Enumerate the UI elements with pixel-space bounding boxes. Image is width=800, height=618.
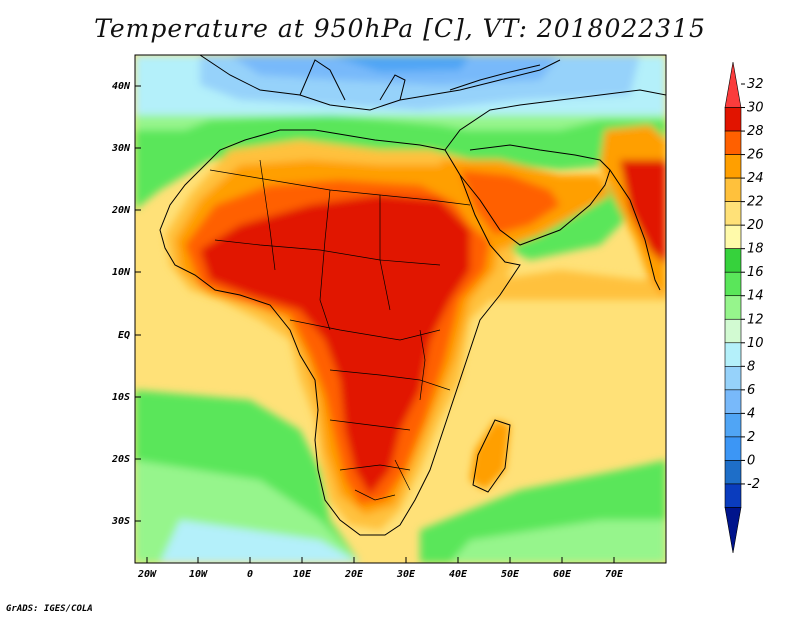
colorbar-swatch — [724, 248, 742, 273]
lon-label: 30E — [396, 569, 416, 580]
lat-label: 10N — [112, 267, 131, 278]
colorbar-swatch — [724, 271, 742, 297]
lat-label: 20N — [111, 205, 131, 216]
lat-label: 10S — [112, 392, 130, 403]
colorbar-swatch — [724, 130, 742, 155]
colorbar-swatch — [724, 61, 742, 108]
lat-label: 30N — [111, 143, 131, 154]
colorbar-label: 30 — [747, 101, 764, 116]
colorbar-swatch — [724, 201, 742, 226]
colorbar-label: 18 — [747, 242, 764, 257]
colorbar-swatch — [724, 154, 742, 179]
colorbar-label: 28 — [747, 124, 764, 139]
colorbar-label: 22 — [747, 195, 764, 210]
colorbar-swatch — [724, 342, 742, 367]
colorbar-swatch — [724, 460, 742, 485]
longitude-axis: 20W 10W 0 10E 20E 30E 40E 50E 60E 70E — [137, 557, 624, 580]
colorbar-swatch — [724, 507, 742, 554]
colorbar-label: 0 — [747, 453, 755, 468]
coastlines — [159, 55, 666, 536]
lon-label: 0 — [247, 569, 253, 580]
colorbar-label: 10 — [747, 336, 764, 351]
lon-label: 70E — [605, 569, 624, 580]
lat-label: 20S — [111, 454, 130, 465]
lon-label: 20W — [137, 569, 157, 580]
colorbar-label: 6 — [747, 383, 755, 398]
lat-label: 30S — [111, 516, 130, 527]
colorbar-swatch — [724, 224, 742, 249]
lon-label: 20E — [344, 569, 364, 580]
lat-label: EQ — [118, 330, 130, 341]
colorbar-label: 24 — [747, 171, 764, 186]
colorbar-swatch — [724, 107, 742, 132]
lon-label: 50E — [501, 569, 520, 580]
colorbar-label: 4 — [747, 406, 755, 421]
colorbar-swatch — [724, 436, 742, 461]
colorbar-swatch — [724, 483, 742, 508]
lon-label: 10W — [189, 569, 208, 580]
lat-label: 40N — [112, 81, 131, 92]
colorbar-label: 8 — [747, 359, 755, 374]
country-borders — [209, 159, 471, 501]
lon-label: 40E — [449, 569, 468, 580]
plot-frame — [134, 54, 667, 564]
colorbar-swatch — [724, 413, 742, 438]
colorbar-label: 26 — [747, 148, 764, 163]
map-title: Temperature at 950hPa [C], VT: 201802231… — [94, 14, 706, 43]
lon-label: 60E — [553, 569, 572, 580]
colorbar-label: 20 — [747, 218, 764, 233]
latitude-axis: 40N 30N 20N 10N EQ 10S 20S 30S — [111, 81, 141, 527]
colorbar-swatch — [724, 389, 742, 414]
footer-credit: GrADS: IGES/COLA — [6, 604, 93, 614]
temperature-field — [135, 55, 666, 563]
colorbar-swatch — [724, 318, 742, 344]
colorbar-label: 12 — [747, 312, 764, 327]
lon-label: 10E — [293, 569, 312, 580]
colorbar-swatch — [724, 366, 742, 391]
colorbar-swatch — [724, 295, 742, 320]
colorbar-label: -2 — [747, 477, 760, 492]
colorbar-swatch — [724, 177, 742, 202]
colorbar-label: 2 — [747, 430, 755, 445]
colorbar-label: 14 — [747, 289, 764, 304]
colorbar-label: 16 — [747, 265, 764, 280]
colorbar-label: 32 — [747, 77, 764, 92]
